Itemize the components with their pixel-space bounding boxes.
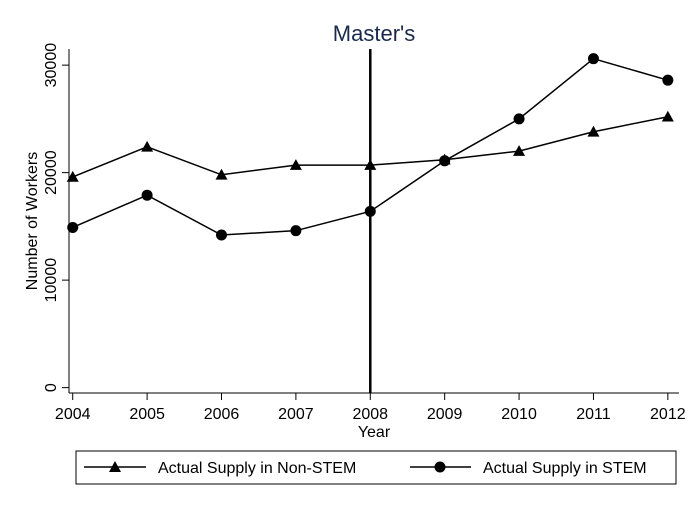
data-point-triangle	[141, 140, 154, 152]
x-axis-label: Year	[358, 424, 391, 441]
data-point-triangle	[513, 145, 526, 156]
data-point-circle	[141, 189, 153, 201]
x-tick-label: 2005	[129, 406, 165, 423]
data-point-circle	[513, 113, 525, 125]
y-tick-label: 10000	[43, 258, 60, 303]
series-layer	[66, 53, 674, 241]
y-axis-ticks: 0 10000 20000 30000	[43, 43, 69, 392]
y-tick-label: 20000	[43, 150, 60, 195]
data-point-triangle	[364, 159, 377, 170]
data-point-circle	[439, 155, 451, 167]
data-point-circle	[364, 205, 376, 217]
x-tick-label: 2007	[278, 406, 314, 423]
data-point-circle	[587, 53, 599, 65]
x-tick-label: 2004	[55, 406, 91, 423]
data-point-triangle	[587, 125, 600, 137]
y-tick-label: 0	[43, 383, 60, 392]
x-tick-label: 2012	[650, 406, 686, 423]
data-point-circle	[290, 225, 302, 237]
data-point-circle	[662, 74, 674, 86]
legend-circle-marker-icon	[434, 461, 446, 473]
x-tick-label: 2009	[427, 406, 463, 423]
data-point-triangle	[66, 170, 79, 182]
x-tick-label: 2006	[204, 406, 240, 423]
data-point-circle	[216, 229, 227, 241]
x-tick-label: 2011	[576, 406, 611, 423]
x-tick-label: 2010	[501, 406, 537, 423]
data-point-triangle	[661, 110, 674, 122]
legend-box	[75, 450, 677, 485]
legend-triangle-marker-icon	[109, 461, 121, 472]
data-point-triangle	[289, 159, 302, 170]
x-tick-label: 2008	[352, 406, 388, 423]
y-tick-label: 30000	[43, 43, 60, 88]
y-axis-label: Number of Workers	[24, 152, 41, 290]
legend-label-stem: Actual Supply in STEM	[483, 460, 647, 477]
legend-label-nonstem: Actual Supply in Non-STEM	[158, 460, 356, 477]
chart-title: Master's	[333, 21, 415, 46]
data-point-circle	[67, 221, 79, 233]
legend: Actual Supply in Non-STEM Actual Supply …	[75, 450, 677, 485]
data-point-triangle	[215, 168, 228, 180]
x-axis-ticks: 2004 2005 2006 2007 2008 2009 2010 2011 2012	[55, 393, 686, 423]
